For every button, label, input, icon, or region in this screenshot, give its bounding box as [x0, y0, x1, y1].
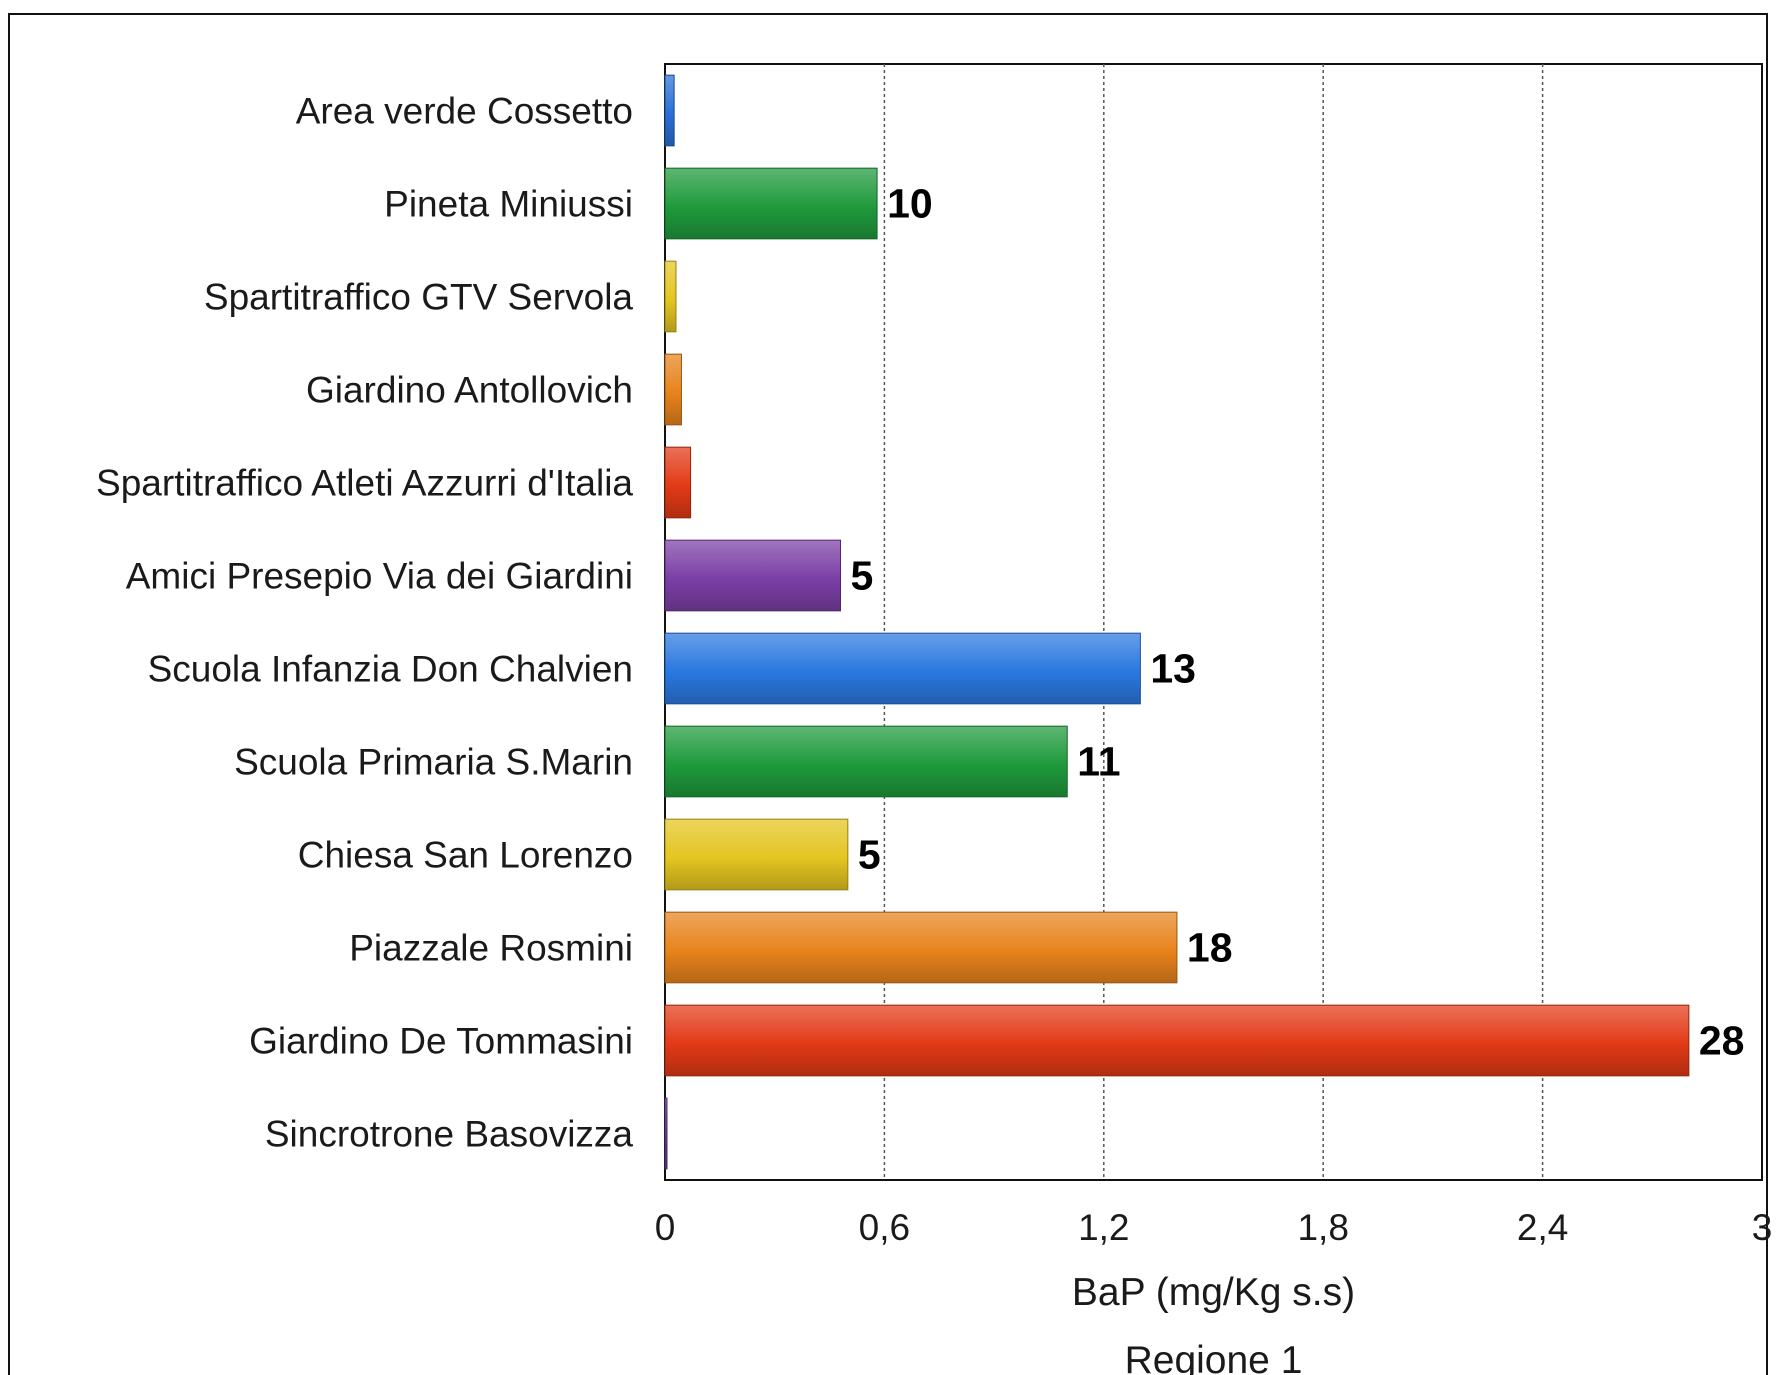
category-label-11: Sincrotrone Basovizza — [265, 1114, 634, 1155]
bar-8 — [664, 818, 849, 891]
category-label-4: Spartitraffico Atleti Azzurri d'Italia — [96, 463, 633, 504]
bar-5 — [664, 539, 842, 612]
bar-11 — [664, 1097, 668, 1170]
grid-lines — [883, 64, 1544, 1180]
category-labels: Area verde Cossetto Pineta Miniussi Sparti… — [96, 91, 633, 1155]
bar-10 — [664, 1004, 1690, 1077]
bar-6 — [664, 632, 1141, 705]
data-label-8: 5 — [858, 832, 881, 878]
data-label-6: 13 — [1150, 646, 1196, 692]
chart-subtitle: Regione 1 — [1125, 1339, 1303, 1375]
bar-4 — [664, 446, 692, 519]
x-tick-label-1: 0,6 — [859, 1207, 910, 1248]
category-label-3: Giardino Antollovich — [306, 370, 633, 411]
category-label-2: Spartitraffico GTV Servola — [204, 277, 634, 318]
category-label-5: Amici Presepio Via dei Giardini — [126, 556, 633, 597]
x-axis-title: BaP (mg/Kg s.s) — [1072, 1271, 1355, 1314]
bar-3 — [664, 353, 682, 426]
category-label-8: Chiesa San Lorenzo — [298, 835, 633, 876]
bar-1 — [664, 167, 878, 240]
category-label-0: Area verde Cossetto — [296, 91, 633, 132]
bar-7 — [664, 725, 1068, 798]
data-label-10: 28 — [1699, 1018, 1745, 1064]
bar-9 — [664, 911, 1178, 984]
data-labels: 10 5 13 11 5 18 28 — [851, 181, 1745, 1064]
data-label-1: 10 — [887, 181, 933, 227]
category-label-6: Scuola Infanzia Don Chalvien — [148, 649, 633, 690]
x-tick-label-2: 1,2 — [1078, 1207, 1129, 1248]
x-tick-label-4: 2,4 — [1517, 1207, 1568, 1248]
category-label-10: Giardino De Tommasini — [249, 1021, 633, 1062]
x-tick-labels: 0 0,6 1,2 1,8 2,4 3 — [655, 1207, 1773, 1248]
data-label-5: 5 — [851, 553, 874, 599]
data-label-9: 18 — [1187, 925, 1233, 971]
x-tick-label-0: 0 — [655, 1207, 676, 1248]
x-tick-label-5: 3 — [1752, 1207, 1773, 1248]
outer-border — [8, 13, 1768, 1375]
category-label-1: Pineta Miniussi — [384, 184, 633, 225]
bars — [664, 74, 1690, 1170]
category-label-7: Scuola Primaria S.Marin — [234, 742, 633, 783]
bar-0 — [664, 74, 675, 147]
bar-2 — [664, 260, 677, 333]
category-label-9: Piazzale Rosmini — [349, 928, 633, 969]
x-tick-label-3: 1,8 — [1297, 1207, 1348, 1248]
data-label-7: 11 — [1077, 739, 1120, 785]
plot-area — [664, 63, 1763, 1181]
